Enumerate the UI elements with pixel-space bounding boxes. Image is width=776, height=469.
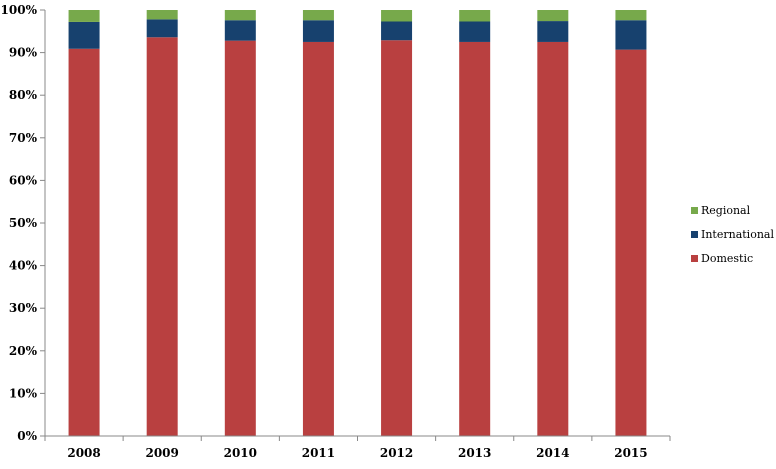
bar-segment-domestic-2009 (146, 37, 178, 436)
legend-swatch-domestic (691, 255, 698, 262)
y-tick-label: 0% (17, 429, 37, 443)
plot-area (68, 10, 647, 437)
legend: Regional International Domestic (691, 204, 774, 265)
bar-segment-domestic-2014 (537, 41, 569, 436)
legend-label-regional: Regional (701, 204, 751, 217)
bar-segment-international-2008 (68, 21, 100, 49)
y-tick-label: 20% (9, 344, 38, 358)
x-tick-label: 2012 (380, 446, 413, 460)
bar-segment-regional-2012 (381, 10, 413, 22)
y-tick-label: 40% (9, 259, 38, 273)
bar-segment-international-2012 (381, 21, 413, 41)
bar-segment-international-2010 (224, 20, 256, 41)
y-tick-label: 100% (1, 3, 38, 17)
x-axis: 2008 2009 2010 2011 2012 2013 2014 2015 (44, 435, 671, 460)
x-tick-label: 2013 (458, 446, 491, 460)
bar-segment-international-2015 (615, 20, 647, 50)
x-tick-label: 2008 (67, 446, 100, 460)
y-axis: 0% 10% 20% 30% 40% 50% 60% 70% 80% 90% 100% (1, 3, 46, 443)
x-tick-label: 2014 (536, 446, 569, 460)
legend-swatch-regional (691, 207, 698, 214)
x-tick-label: 2011 (302, 446, 335, 460)
bar-segment-international-2013 (459, 21, 491, 42)
bar-segment-regional-2008 (68, 10, 100, 22)
legend-label-domestic: Domestic (701, 252, 753, 265)
y-tick-label: 30% (9, 301, 38, 315)
y-tick-label: 90% (9, 46, 38, 60)
bar-segment-regional-2011 (302, 10, 334, 21)
x-tick-label: 2015 (614, 446, 647, 460)
bar-segment-regional-2015 (615, 10, 647, 21)
x-tick-label: 2009 (145, 446, 178, 460)
bar-segment-domestic-2011 (302, 41, 334, 436)
bar-segment-domestic-2012 (381, 40, 413, 436)
bar-segment-domestic-2013 (459, 41, 491, 436)
bar-segment-international-2011 (302, 20, 334, 42)
bar-segment-domestic-2008 (68, 48, 100, 437)
y-tick-label: 80% (9, 88, 38, 102)
y-tick-label: 60% (9, 173, 38, 187)
bar-segment-domestic-2015 (615, 49, 647, 436)
y-tick-label: 50% (9, 216, 38, 230)
x-tick-label: 2010 (224, 446, 257, 460)
bar-segment-regional-2009 (146, 10, 178, 20)
y-tick-label: 70% (9, 131, 38, 145)
bar-segment-regional-2014 (537, 10, 569, 22)
bar-segment-regional-2013 (459, 10, 491, 22)
y-tick-label: 10% (9, 386, 38, 400)
legend-label-international: International (701, 228, 774, 241)
legend-swatch-international (691, 231, 698, 238)
bar-segment-international-2009 (146, 19, 178, 38)
bar-segment-regional-2010 (224, 10, 256, 21)
bar-segment-domestic-2010 (224, 40, 256, 437)
bar-segment-international-2014 (537, 21, 569, 42)
